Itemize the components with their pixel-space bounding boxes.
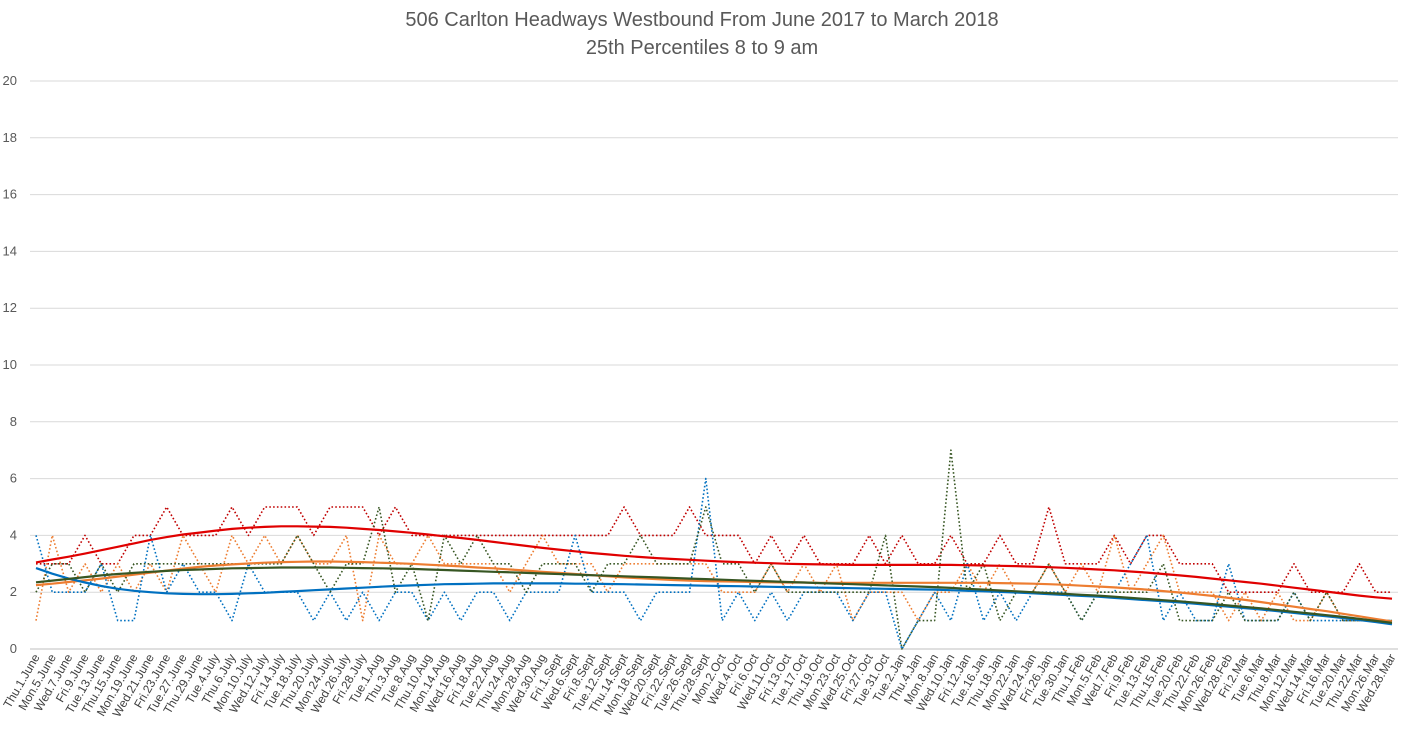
series-line-dotted (35, 477, 1392, 650)
trendline (35, 525, 1393, 600)
y-tick-label: 14 (3, 243, 17, 258)
y-tick-label: 10 (3, 357, 17, 372)
series-line-dotted (35, 534, 1392, 622)
y-tick-label: 18 (3, 130, 17, 145)
y-tick-label: 4 (10, 527, 17, 542)
y-tick-label: 12 (3, 300, 17, 315)
y-tick-label: 2 (10, 584, 17, 599)
y-tick-label: 20 (3, 73, 17, 88)
y-tick-label: 16 (3, 187, 17, 202)
series-line-dotted (36, 506, 1392, 594)
chart-subtitle: 25th Percentiles 8 to 9 am (585, 37, 819, 59)
y-tick-label: 8 (10, 414, 17, 429)
chart-title: 506 Carlton Headways Westbound From June… (405, 9, 999, 31)
y-tick-label: 6 (10, 471, 17, 486)
trendline (35, 560, 1393, 623)
trendline (35, 566, 1393, 624)
y-tick-label: 0 (10, 641, 17, 656)
